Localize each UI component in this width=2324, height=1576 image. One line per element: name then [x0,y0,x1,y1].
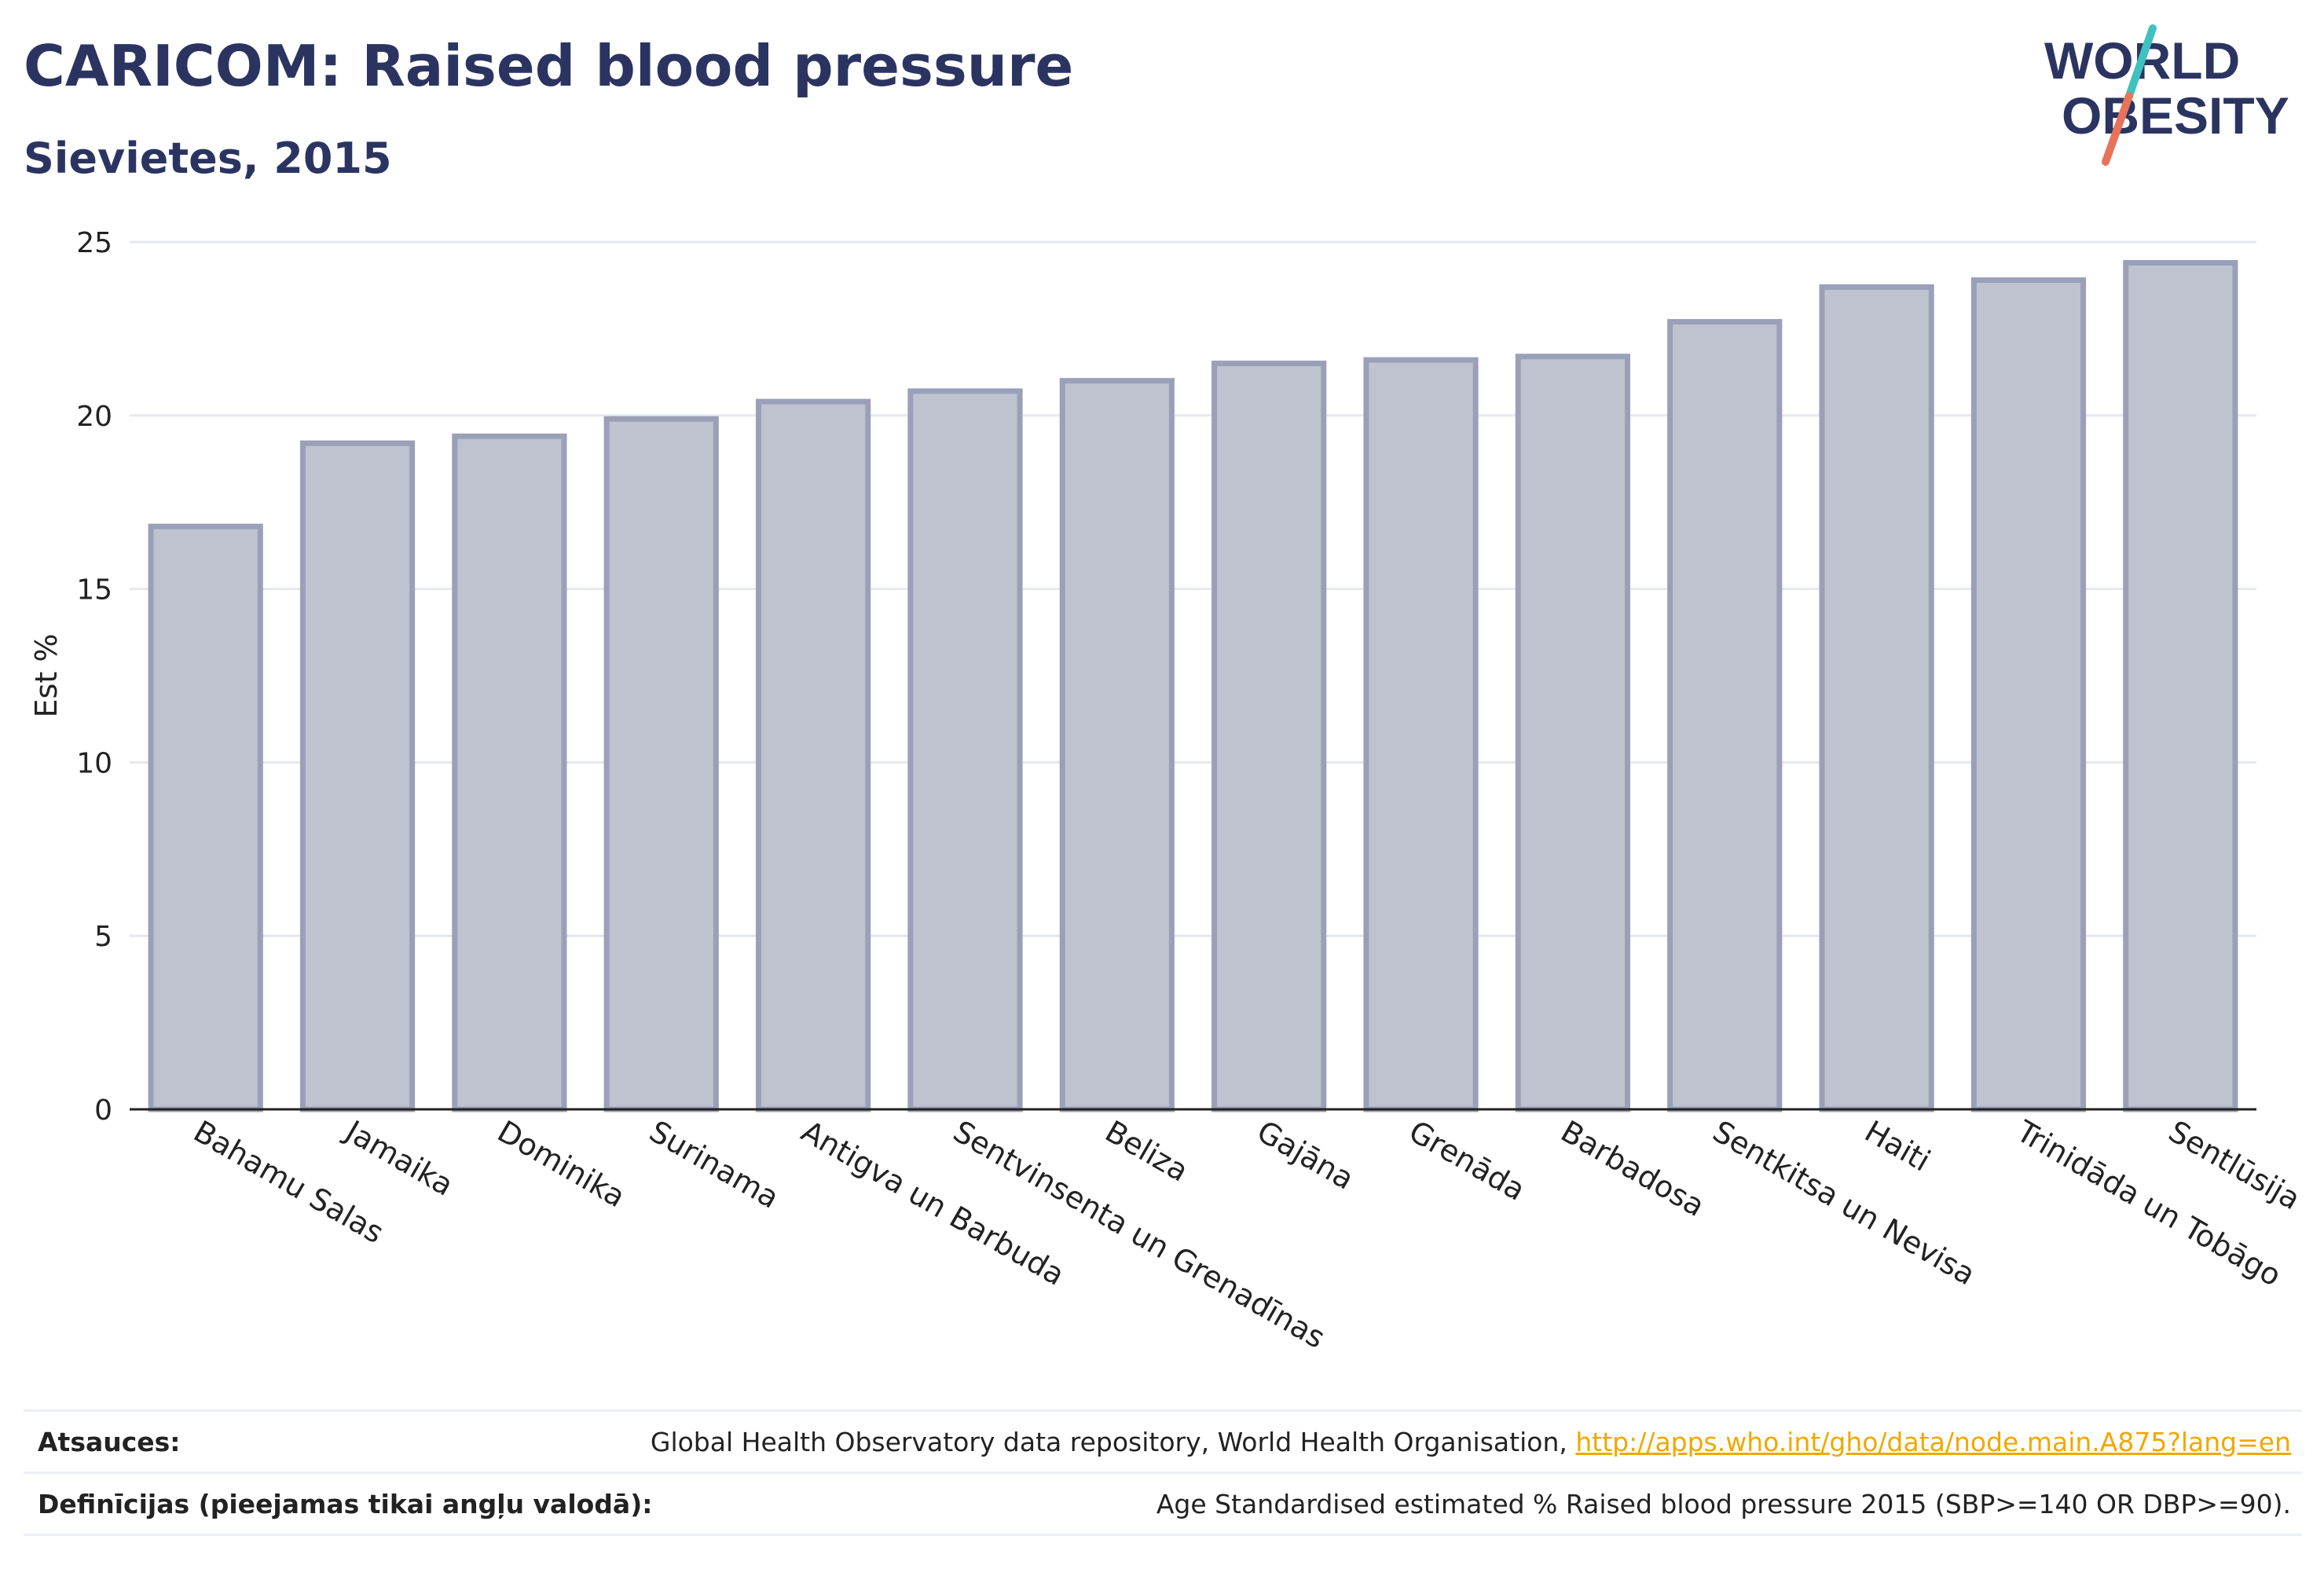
sources-value: Global Health Observatory data repositor… [651,1427,2302,1457]
logo-slash-teal [2125,24,2157,100]
x-tick-label: Sentkitsa un Nevisa [1707,1114,1981,1292]
definitions-label: Definīcijas (pieejamas tikai angļu valod… [38,1488,653,1519]
x-tick-label: Beliza [1099,1114,1194,1189]
bar [148,523,263,1112]
x-tick-label: Trinidāda un Tobāgo [2011,1113,2287,1293]
y-tick-label: 25 [76,227,112,259]
y-tick-label: 20 [76,401,112,433]
bar [1211,361,1327,1112]
x-tick-label: Sentlūsija [2163,1114,2306,1217]
bar [603,416,719,1112]
bar [907,388,1023,1112]
sources-text: Global Health Observatory data repositor… [650,1426,1576,1457]
bar [1363,357,1479,1112]
x-tick-label: Dominika [492,1114,631,1215]
x-tick-label: Surinama [643,1114,785,1215]
y-tick-label: 0 [94,1094,112,1127]
bar [1059,378,1175,1112]
bar [1970,277,2087,1112]
sources-label: Atsauces: [38,1426,181,1457]
bar [2123,259,2238,1112]
footer-sources-row: Atsauces: Global Health Observatory data… [24,1409,2302,1472]
logo-slash-coral [2102,92,2133,166]
chart-subtitle: Sievietes, 2015 [24,134,392,183]
logo-text-obesity: OBESITY [2062,86,2289,145]
x-tick-label: Gajāna [1252,1114,1360,1197]
x-tick-label: Grenāda [1403,1114,1531,1208]
bar [299,440,416,1112]
bar [1667,319,1783,1112]
sources-link[interactable]: http://apps.who.int/gho/data/node.main.A… [1575,1426,2291,1457]
y-tick-label: 15 [76,574,112,607]
bar [1819,284,1934,1112]
x-tick-label: Jamaika [339,1113,460,1203]
world-obesity-logo: WORLD OBESITY [2043,24,2310,166]
y-axis-label: Est % [29,634,64,718]
world-obesity-logo-graphic: WORLD OBESITY [2044,24,2289,166]
definitions-text: Age Standardised estimated % Raised bloo… [1156,1488,2291,1519]
bar [755,398,871,1112]
x-tick-label: Antigva un Barbuda [796,1114,1071,1292]
y-tick-label: 10 [76,747,112,779]
footer-definitions-row: Definīcijas (pieejamas tikai angļu valod… [24,1472,2302,1536]
x-tick-label: Haiti [1859,1114,1936,1178]
x-tick-label: Barbadosa [1555,1114,1710,1224]
bar [1515,354,1631,1112]
chart-title: CARICOM: Raised blood pressure [24,33,1074,99]
bar [452,433,567,1112]
y-tick-label: 5 [94,921,112,953]
